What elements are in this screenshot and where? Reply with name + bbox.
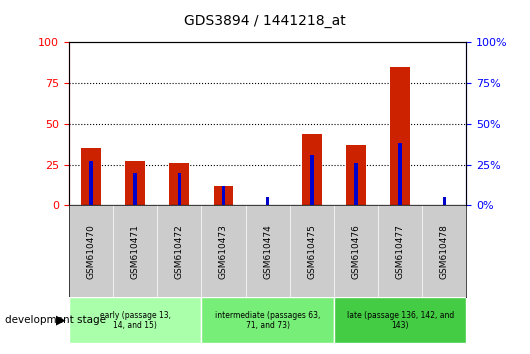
Text: GSM610478: GSM610478 [440,224,449,279]
Bar [81,148,101,205]
Bar [390,67,410,205]
Text: GSM610474: GSM610474 [263,224,272,279]
Bar [346,145,366,205]
Text: ▶: ▶ [56,314,66,327]
Bar [170,163,189,205]
Bar [222,186,225,205]
Bar [354,163,358,205]
Bar [266,197,269,205]
Bar [178,173,181,205]
Text: GSM610470: GSM610470 [86,224,95,279]
Text: late (passage 136, 142, and
143): late (passage 136, 142, and 143) [347,311,454,330]
Bar [69,297,201,343]
Text: GSM610475: GSM610475 [307,224,316,279]
Text: GSM610473: GSM610473 [219,224,228,279]
Text: GSM610477: GSM610477 [396,224,404,279]
Bar [334,297,466,343]
Bar [302,134,322,205]
Bar [125,161,145,205]
Text: development stage: development stage [5,315,107,325]
Bar [310,155,314,205]
Bar [201,297,334,343]
Text: GSM610476: GSM610476 [351,224,360,279]
Text: intermediate (passages 63,
71, and 73): intermediate (passages 63, 71, and 73) [215,311,320,330]
Bar [134,173,137,205]
Bar [214,186,233,205]
Text: early (passage 13,
14, and 15): early (passage 13, 14, and 15) [100,311,171,330]
Bar [443,197,446,205]
Text: GDS3894 / 1441218_at: GDS3894 / 1441218_at [184,14,346,28]
Text: GSM610472: GSM610472 [175,224,184,279]
Text: GSM610471: GSM610471 [131,224,139,279]
Bar [89,161,93,205]
Bar [399,143,402,205]
